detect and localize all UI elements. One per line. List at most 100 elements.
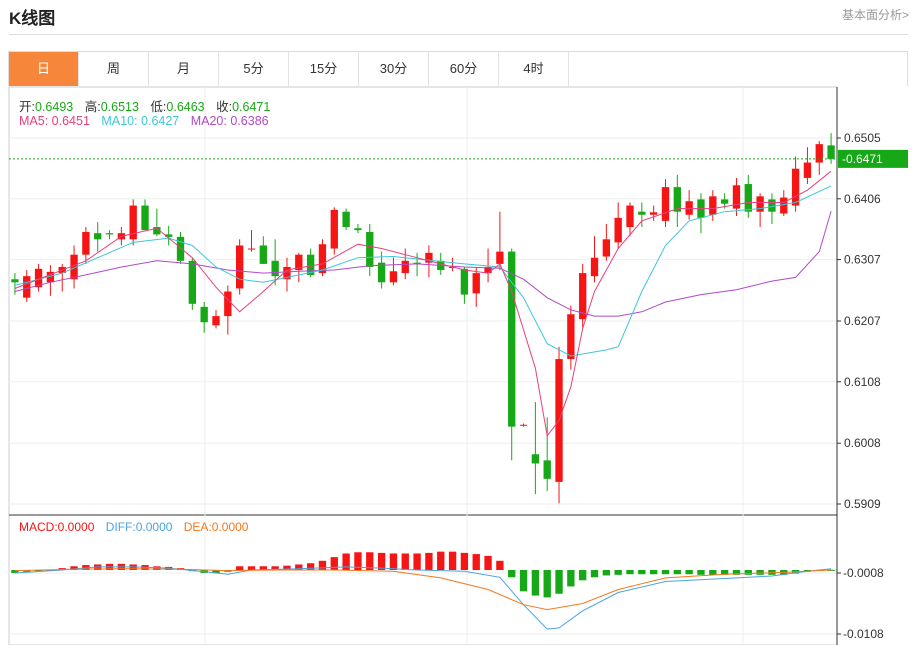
moving-average-lines [9, 158, 837, 438]
candle-body [732, 185, 741, 209]
candle-body [82, 231, 90, 255]
chart-grid [8, 86, 838, 645]
candle-body [306, 254, 315, 275]
candle-up [235, 239, 244, 295]
candle-body [212, 316, 220, 326]
candle-up [330, 207, 338, 255]
candle-down [827, 133, 835, 164]
macd-bar-negative [685, 570, 693, 575]
candle-down [105, 230, 114, 240]
macd-panel [11, 551, 837, 630]
tab-month[interactable]: 月 [149, 52, 219, 86]
macd-bar-positive [306, 563, 315, 570]
fundamental-analysis-link[interactable]: 基本面分析> [841, 8, 909, 22]
candle-body [94, 233, 102, 240]
candle-down [531, 402, 540, 495]
candle-body [165, 234, 173, 237]
macd-bar-negative [720, 570, 729, 575]
candle-down [188, 257, 197, 310]
macd-bar-positive [389, 553, 398, 570]
candle-body [425, 252, 433, 263]
candle-down [460, 266, 469, 304]
macd-tick-label: -0.0008 [843, 566, 884, 580]
diff-readout: DIFF:0.0000 [105, 520, 173, 534]
candle-body [543, 460, 551, 479]
candle-body [354, 228, 362, 231]
macd-bar-negative [744, 570, 752, 575]
candle-body [626, 205, 634, 228]
macd-tick-label: -0.0108 [843, 627, 884, 641]
candle-body [661, 187, 670, 221]
candle-body [685, 201, 693, 215]
macd-bar-negative [11, 570, 19, 573]
candle-body [129, 205, 137, 240]
candle-up [224, 285, 232, 335]
candle-up [567, 305, 575, 370]
candle-up [425, 245, 433, 278]
close-readout: 收:0.6471 [216, 100, 271, 114]
candle-body [188, 260, 197, 304]
candle-body [590, 257, 599, 277]
current-price-tag [838, 149, 908, 168]
macd-bar-positive [318, 560, 327, 570]
candle-body [531, 454, 540, 464]
candle-body [815, 144, 823, 163]
candle-body [791, 168, 800, 206]
macd-bar-negative [531, 570, 540, 596]
tab-30min[interactable]: 30分 [359, 52, 429, 86]
candle-up [34, 263, 43, 292]
candle-up [58, 263, 66, 292]
candle-down [141, 199, 149, 231]
candle-up [649, 205, 658, 221]
candle-up [129, 199, 137, 246]
macd-bar-positive [460, 552, 469, 570]
ma20-line [14, 210, 832, 317]
macd-bar-positive [235, 566, 244, 570]
candle-up [555, 346, 563, 504]
ma10-readout: MA10: 0.6427 [101, 114, 180, 128]
page-title: K线图 [9, 9, 56, 28]
tab-week[interactable]: 周 [79, 52, 149, 86]
candle-body [638, 211, 646, 215]
candle-up [602, 223, 611, 261]
candle-down [342, 208, 350, 231]
price-tick-label: 0.6505 [844, 131, 881, 145]
candle-body [176, 236, 185, 261]
macd-bar-negative [626, 570, 634, 575]
candle-up [780, 190, 788, 216]
macd-bar-positive [70, 566, 78, 570]
price-tick-label: 0.6008 [844, 436, 881, 450]
candle-body [318, 244, 327, 274]
candle-body [259, 245, 267, 264]
macd-bar-positive [342, 553, 350, 570]
macd-bar-negative [590, 570, 599, 578]
macd-bar-positive [271, 566, 279, 570]
tab-4hour[interactable]: 4时 [499, 52, 569, 86]
open-readout: 开:0.6493 [19, 100, 74, 114]
candle-up [247, 230, 256, 252]
candle-down [259, 236, 267, 264]
macd-bar-negative [638, 570, 646, 575]
tab-60min[interactable]: 60分 [429, 52, 499, 86]
macd-bar-negative [579, 570, 587, 581]
candle-body [141, 205, 149, 231]
tab-15min[interactable]: 15分 [289, 52, 359, 86]
candle-down [543, 417, 551, 492]
candle-down [94, 222, 102, 252]
candle-up [756, 193, 764, 228]
candle-body [744, 184, 752, 212]
macd-value-readout: MACD:0.0000 [19, 520, 95, 534]
tab-5min[interactable]: 5分 [219, 52, 289, 86]
tab-day[interactable]: 日 [9, 52, 79, 86]
candle-down [271, 239, 279, 286]
candle-down [673, 174, 681, 228]
macd-bar-positive [366, 552, 374, 570]
candle-down [377, 251, 386, 289]
macd-bar-negative [649, 570, 658, 575]
candle-body [70, 254, 78, 280]
chart-frame [8, 86, 838, 645]
macd-bar-negative [212, 570, 220, 573]
candle-up [496, 211, 504, 271]
candle-down [165, 225, 173, 246]
